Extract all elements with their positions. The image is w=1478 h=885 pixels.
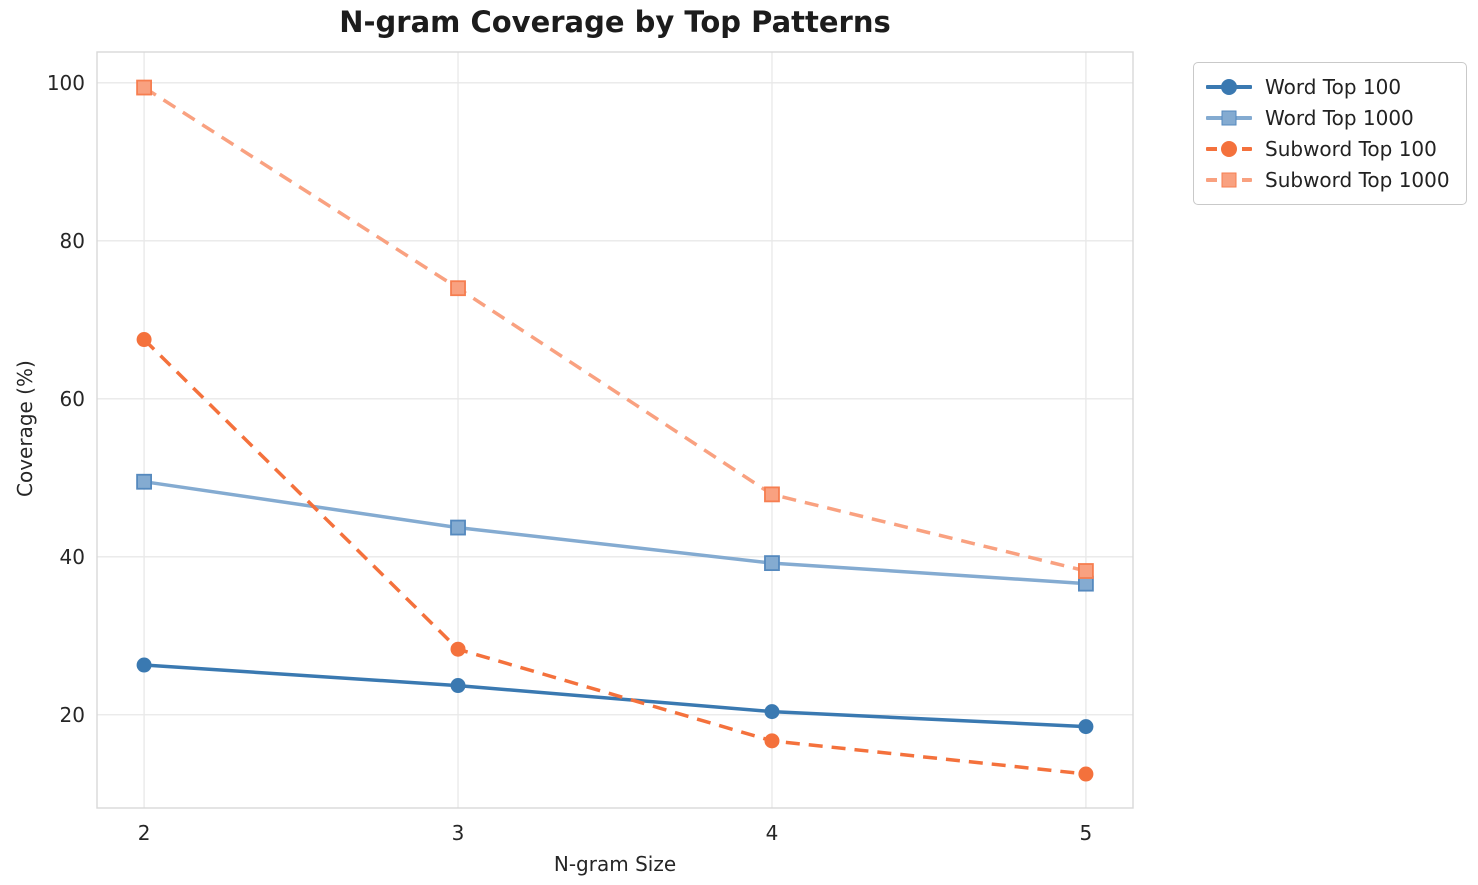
legend: Word Top 100 Word Top 1000 Subword Top 1… (1193, 62, 1467, 205)
series-word-top-100-marker (450, 678, 466, 694)
y-tick-label: 40 (60, 545, 85, 569)
x-tick-label: 3 (452, 821, 465, 845)
series-word-top-100-marker (1078, 719, 1094, 735)
series-subword-top-100-line (142, 338, 1087, 776)
series-word-top-1000-line (143, 479, 1087, 586)
y-tick-label: 100 (47, 71, 85, 95)
plot-background (97, 52, 1133, 808)
series-subword-top-100-marker (136, 332, 152, 348)
series-subword-top-1000-marker (450, 280, 466, 297)
legend-label: Subword Top 100 (1265, 137, 1437, 161)
series-subword-top-100-marker (764, 733, 780, 749)
series-word-top-1000-marker (450, 519, 466, 536)
legend-label: Word Top 1000 (1265, 106, 1414, 130)
axes-spines (96, 51, 1134, 809)
legend-line-marker-sample (1206, 140, 1252, 158)
x-axis-label: N-gram Size (553, 852, 677, 876)
legend-item-subword-top-1000: Subword Top 1000 (1206, 165, 1450, 195)
series-subword-top-1000-marker (136, 79, 152, 96)
legend-item-subword-top-100: Subword Top 100 (1206, 134, 1450, 164)
legend-line-marker-sample (1206, 78, 1252, 96)
series-subword-top-1000-marker (1078, 563, 1094, 579)
legend-label: Word Top 100 (1265, 75, 1402, 99)
y-tick-label: 20 (60, 703, 85, 727)
series-subword-top-1000-line (143, 86, 1087, 573)
y-axis-label: Coverage (%) (13, 360, 37, 497)
legend-item-word-top-100: Word Top 100 (1206, 72, 1450, 102)
series-word-top-100-marker (136, 657, 152, 673)
series-subword-top-1000-marker (764, 486, 780, 503)
legend-line-marker-sample (1206, 171, 1252, 189)
x-tick-label: 4 (766, 821, 779, 845)
x-tick-label: 2 (138, 821, 151, 845)
x-tick-label: 5 (1080, 821, 1093, 845)
legend-item-word-top-1000: Word Top 1000 (1206, 103, 1450, 133)
legend-label: Subword Top 1000 (1265, 168, 1450, 192)
y-tick-label: 60 (60, 387, 85, 411)
series-subword-top-100-marker (450, 641, 466, 657)
chart-title: N-gram Coverage by Top Patterns (339, 5, 891, 39)
y-tick-label: 80 (60, 229, 85, 253)
series-word-top-1000-marker (764, 555, 780, 572)
series-word-top-100-marker (764, 704, 780, 720)
series-subword-top-100-marker (1078, 766, 1094, 782)
series-word-top-100-line (143, 663, 1086, 729)
series-word-top-1000-marker (136, 473, 152, 490)
legend-line-marker-sample (1206, 109, 1252, 127)
